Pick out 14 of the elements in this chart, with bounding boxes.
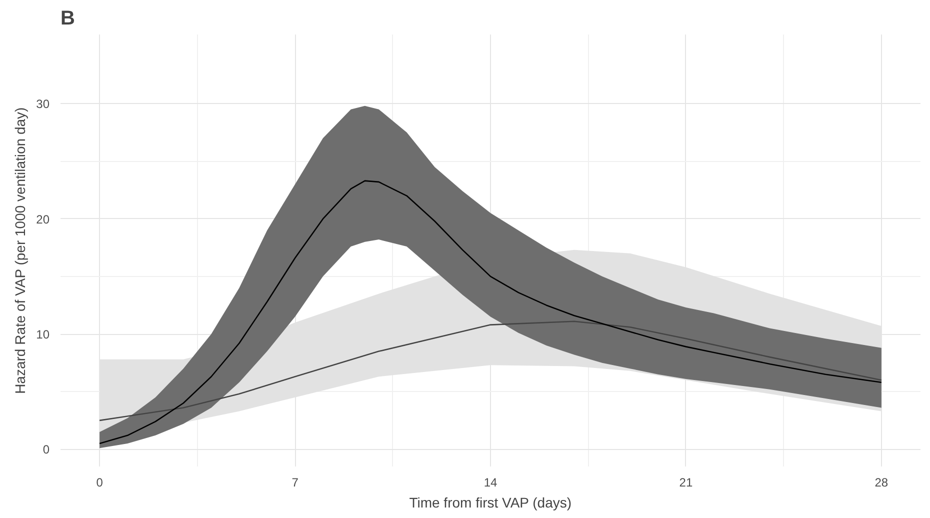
y-tick-label: 10 [36,328,50,342]
line-series [98,180,882,444]
y-tick-label: 30 [36,97,50,112]
x-tick-label: 14 [484,476,498,490]
chart-title: B [60,8,75,30]
y-tick-label: 0 [42,442,50,457]
x-tick-label: 21 [679,476,693,490]
x-tick-label: 0 [96,476,104,490]
y-axis-title: Hazard Rate of VAP (per 1000 ventilation day) [12,107,28,394]
line-series [98,320,882,422]
y-tick-label: 20 [36,212,50,226]
x-axis-title: Time from first VAP (days) [409,494,572,510]
x-tick-label: 7 [292,476,299,490]
x-tick-label: 28 [874,476,888,490]
